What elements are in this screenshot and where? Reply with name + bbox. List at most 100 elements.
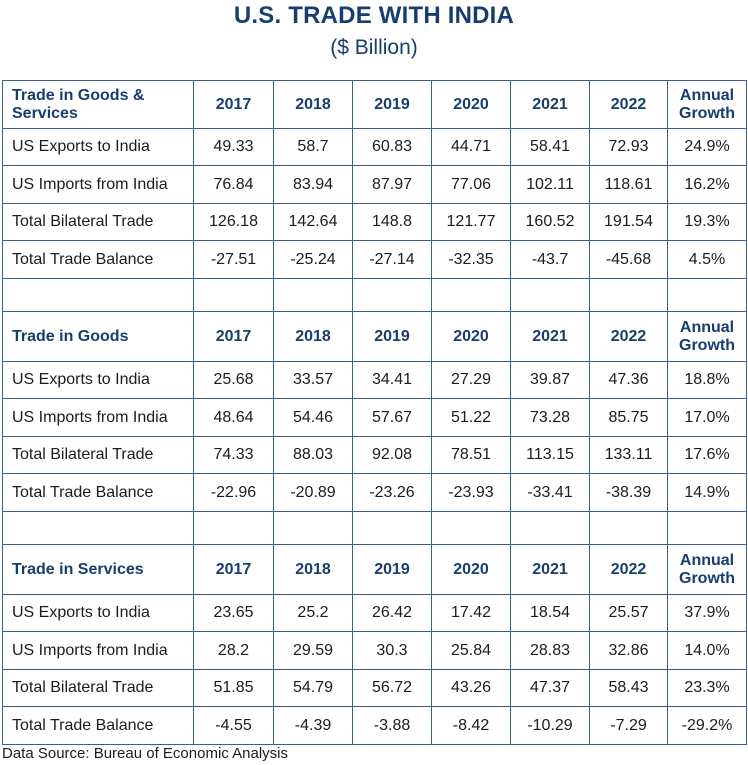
row-label: Total Bilateral Trade [2, 669, 194, 707]
value-cell: 49.33 [193, 128, 274, 166]
value-cell: 48.64 [193, 398, 274, 437]
growth-cell: 19.3% [667, 203, 747, 241]
value-cell: 126.18 [193, 203, 274, 241]
table-row: US Exports to India 23.65 25.2 26.42 17.42 18… [2, 594, 747, 632]
year-header: 2019 [352, 311, 432, 362]
value-cell: 102.11 [510, 165, 590, 204]
table-row: Total Bilateral Trade 51.85 54.79 56.72 43.2… [2, 669, 747, 707]
value-cell: 58.7 [273, 128, 353, 166]
annual-growth-header: Annual Growth [667, 80, 747, 129]
value-cell: -45.68 [589, 240, 668, 279]
value-cell: 27.29 [431, 361, 511, 399]
value-cell: 88.03 [273, 436, 353, 474]
section-heading: Trade in Goods & Services [2, 80, 194, 129]
table-row: US Imports from India 76.84 83.94 87.97 77.0… [2, 165, 747, 204]
value-cell: -23.26 [352, 473, 432, 512]
value-cell: -38.39 [589, 473, 668, 512]
value-cell: 30.3 [352, 631, 432, 670]
value-cell: -10.29 [510, 706, 590, 745]
row-label: US Exports to India [2, 128, 194, 166]
value-cell: 25.68 [193, 361, 274, 399]
value-cell: 85.75 [589, 398, 668, 437]
section-spacer [2, 278, 747, 312]
value-cell: 73.28 [510, 398, 590, 437]
value-cell: -32.35 [431, 240, 511, 279]
table-row: Total Trade Balance -22.96 -20.89 -23.26 -23… [2, 473, 747, 512]
trade-table: Trade in Goods & Services 2017 2018 2019 202… [2, 80, 747, 745]
spacer-cell [2, 511, 194, 545]
year-header: 2021 [510, 311, 590, 362]
value-cell: -8.42 [431, 706, 511, 745]
year-header: 2018 [273, 544, 353, 595]
growth-cell: 4.5% [667, 240, 747, 279]
value-cell: 33.57 [273, 361, 353, 399]
year-header: 2018 [273, 311, 353, 362]
value-cell: 58.43 [589, 669, 668, 707]
value-cell: 191.54 [589, 203, 668, 241]
value-cell: 28.83 [510, 631, 590, 670]
table-row: Total Bilateral Trade 126.18 142.64 148.8 12… [2, 203, 747, 241]
spacer-cell [352, 278, 432, 312]
value-cell: 25.84 [431, 631, 511, 670]
table-row: Total Trade Balance -27.51 -25.24 -27.14 -32… [2, 240, 747, 279]
value-cell: 23.65 [193, 594, 274, 632]
year-header: 2018 [273, 80, 353, 129]
table-row: Total Trade Balance -4.55 -4.39 -3.88 -8.42-… [2, 706, 747, 745]
year-header: 2021 [510, 80, 590, 129]
growth-cell: 18.8% [667, 361, 747, 399]
year-header: 2020 [431, 80, 511, 129]
spacer-cell [431, 278, 511, 312]
year-header: 2022 [589, 80, 668, 129]
spacer-cell [352, 511, 432, 545]
value-cell: -4.39 [273, 706, 353, 745]
page-title: U.S. TRADE WITH INDIA [233, 2, 515, 29]
row-label: Total Trade Balance [2, 706, 194, 745]
table-row: US Exports to India 25.68 33.57 34.41 27.29 3… [2, 361, 747, 399]
value-cell: 87.97 [352, 165, 432, 204]
table-row: US Exports to India 49.33 58.7 60.83 44.71 58… [2, 128, 747, 166]
row-label: US Imports from India [2, 165, 194, 204]
data-source-note: Data Source: Bureau of Economic Analysis [2, 745, 288, 762]
table-row: US Imports from India 48.64 54.46 57.67 51.2… [2, 398, 747, 437]
year-header: 2017 [193, 544, 274, 595]
value-cell: 43.26 [431, 669, 511, 707]
row-label: Total Bilateral Trade [2, 436, 194, 474]
value-cell: 47.37 [510, 669, 590, 707]
year-header: 2017 [193, 80, 274, 129]
row-label: Total Trade Balance [2, 240, 194, 279]
section-spacer [2, 511, 747, 545]
row-label: US Exports to India [2, 594, 194, 632]
value-cell: -23.93 [431, 473, 511, 512]
value-cell: -20.89 [273, 473, 353, 512]
spacer-cell [589, 511, 668, 545]
value-cell: 121.77 [431, 203, 511, 241]
value-cell: 60.83 [352, 128, 432, 166]
growth-cell: 14.0% [667, 631, 747, 670]
value-cell: 29.59 [273, 631, 353, 670]
growth-cell: 14.9% [667, 473, 747, 512]
growth-cell: 16.2% [667, 165, 747, 204]
section-header-row: Trade in Services 2017 2018 2019 2020 2021 202… [2, 544, 747, 595]
value-cell: -7.29 [589, 706, 668, 745]
year-header: 2019 [352, 80, 432, 129]
spacer-cell [273, 511, 353, 545]
spacer-cell [667, 511, 747, 545]
value-cell: 133.11 [589, 436, 668, 474]
value-cell: 39.87 [510, 361, 590, 399]
value-cell: 118.61 [589, 165, 668, 204]
section-heading: Trade in Goods [2, 311, 194, 362]
growth-cell: 23.3% [667, 669, 747, 707]
value-cell: -33.41 [510, 473, 590, 512]
year-header: 2020 [431, 311, 511, 362]
row-label: US Exports to India [2, 361, 194, 399]
value-cell: 47.36 [589, 361, 668, 399]
value-cell: 83.94 [273, 165, 353, 204]
table-row: US Imports from India 28.2 29.59 30.3 25.84 2… [2, 631, 747, 670]
annual-growth-header: Annual Growth [667, 311, 747, 362]
value-cell: -27.51 [193, 240, 274, 279]
value-cell: 34.41 [352, 361, 432, 399]
spacer-cell [193, 278, 274, 312]
value-cell: 148.8 [352, 203, 432, 241]
value-cell: 17.42 [431, 594, 511, 632]
value-cell: 51.85 [193, 669, 274, 707]
